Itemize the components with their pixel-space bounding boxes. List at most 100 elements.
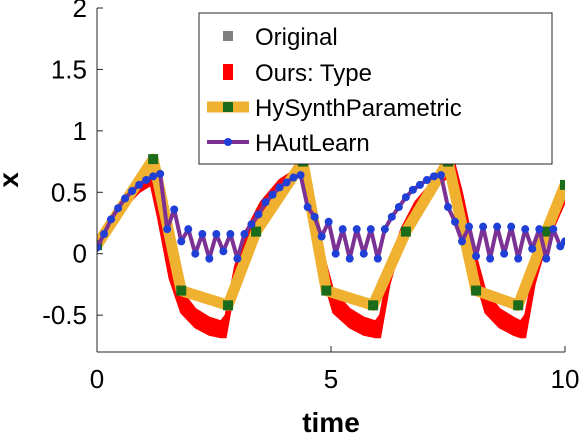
hautlearn-marker <box>345 254 354 263</box>
hautlearn-marker <box>415 180 424 189</box>
legend-box <box>198 12 553 165</box>
hautlearn-marker <box>535 225 544 234</box>
hysynthparametric-marker <box>148 154 159 165</box>
y-tick-label: 2 <box>73 0 87 23</box>
hautlearn-marker <box>338 225 347 234</box>
hautlearn-marker <box>226 230 235 239</box>
hautlearn-marker <box>500 249 509 258</box>
hautlearn-marker <box>401 193 410 202</box>
hautlearn-marker <box>324 217 333 226</box>
x-tick-label: 0 <box>90 364 104 394</box>
hautlearn-marker <box>268 190 277 199</box>
hautlearn-marker <box>528 244 537 253</box>
hautlearn-marker <box>521 225 530 234</box>
y-tick-label: 0.5 <box>51 177 87 207</box>
hysynthparametric-marker <box>223 300 234 311</box>
hautlearn-marker <box>100 230 109 239</box>
hautlearn-marker <box>177 237 186 246</box>
hautlearn-marker <box>275 183 284 192</box>
hautlearn-marker <box>479 222 488 231</box>
hautlearn-marker <box>542 254 551 263</box>
hysynthparametric-marker <box>251 226 262 237</box>
hautlearn-marker <box>121 194 130 203</box>
hautlearn-marker <box>429 172 438 181</box>
hautlearn-marker <box>549 225 558 234</box>
hautlearn-marker <box>352 225 361 234</box>
hautlearn-marker <box>451 217 460 226</box>
hautlearn-marker <box>303 203 312 212</box>
hysynthparametric-marker <box>368 300 379 311</box>
hautlearn-marker <box>486 254 495 263</box>
hautlearn-marker <box>465 222 474 231</box>
legend-label: HySynthParametric <box>255 95 462 122</box>
hautlearn-marker <box>198 230 207 239</box>
hautlearn-marker <box>205 254 214 263</box>
legend: Original Ours: Type HySynthParametric HAutL… <box>198 12 553 165</box>
hautlearn-marker <box>317 232 326 241</box>
hysynthparametric-marker <box>541 226 552 237</box>
hautlearn-marker <box>240 230 249 239</box>
hautlearn-marker <box>472 252 481 261</box>
series-hautlearn-line <box>97 171 565 261</box>
hysynthparametric-marker <box>471 285 482 296</box>
hautlearn-marker <box>331 249 340 258</box>
legend-swatch-original <box>223 31 233 41</box>
hautlearn-marker <box>444 203 452 212</box>
hautlearn-marker <box>170 205 179 214</box>
hautlearn-marker <box>156 169 165 178</box>
hautlearn-marker <box>380 225 389 234</box>
axes: 0 5 10 -0.5 0 0.5 1 1.5 2 <box>42 0 579 394</box>
hautlearn-marker <box>212 230 221 239</box>
hautlearn-marker <box>219 247 228 256</box>
legend-swatch-ours-type <box>223 64 233 80</box>
y-tick-label: 0 <box>73 239 87 269</box>
y-tick-label: -0.5 <box>42 300 87 330</box>
hautlearn-marker <box>184 225 193 234</box>
hautlearn-marker <box>422 176 431 184</box>
hautlearn-marker <box>114 204 123 213</box>
legend-label: Original <box>255 24 338 51</box>
hautlearn-marker <box>233 254 242 263</box>
series-hysynthparametric-line <box>97 153 565 311</box>
hautlearn-marker <box>507 222 516 231</box>
hautlearn-marker <box>514 254 523 263</box>
y-tick-label: 1 <box>73 116 87 146</box>
hautlearn-marker <box>458 237 467 246</box>
hautlearn-marker <box>282 178 291 187</box>
hautlearn-marker <box>191 249 200 258</box>
y-axis-label: x <box>0 172 24 188</box>
hautlearn-marker <box>247 220 256 229</box>
hysynthparametric-marker <box>321 285 332 296</box>
x-axis-label: time <box>302 407 360 436</box>
hautlearn-marker <box>149 172 158 181</box>
hautlearn-marker <box>493 222 502 231</box>
hautlearn-marker <box>359 249 368 258</box>
hautlearn-marker <box>310 212 319 221</box>
hautlearn-marker <box>254 210 263 219</box>
series-group <box>97 153 565 339</box>
plot-area <box>97 153 565 339</box>
hautlearn-marker <box>408 185 417 194</box>
series-ours-type-band <box>97 163 565 339</box>
hautlearn-marker <box>142 176 151 184</box>
hautlearn-marker <box>373 254 382 263</box>
legend-marker-hautlearn <box>224 138 232 146</box>
x-tick-label: 10 <box>551 364 580 394</box>
hautlearn-marker <box>366 225 375 234</box>
hysynthparametric-marker <box>560 179 565 190</box>
legend-label: Ours: Type <box>255 60 372 87</box>
hautlearn-marker <box>261 198 270 207</box>
hysynthparametric-marker <box>400 226 411 237</box>
hautlearn-marker <box>296 171 305 180</box>
hautlearn-marker <box>107 215 116 224</box>
hautlearn-marker <box>289 173 298 182</box>
hautlearn-marker <box>436 171 445 180</box>
hautlearn-marker <box>97 243 101 252</box>
legend-label: HAutLearn <box>255 130 370 157</box>
hautlearn-marker <box>128 187 137 196</box>
hysynthparametric-marker <box>176 285 187 296</box>
hautlearn-marker <box>561 237 565 246</box>
hautlearn-marker <box>394 203 403 212</box>
hysynthparametric-marker <box>513 300 524 311</box>
